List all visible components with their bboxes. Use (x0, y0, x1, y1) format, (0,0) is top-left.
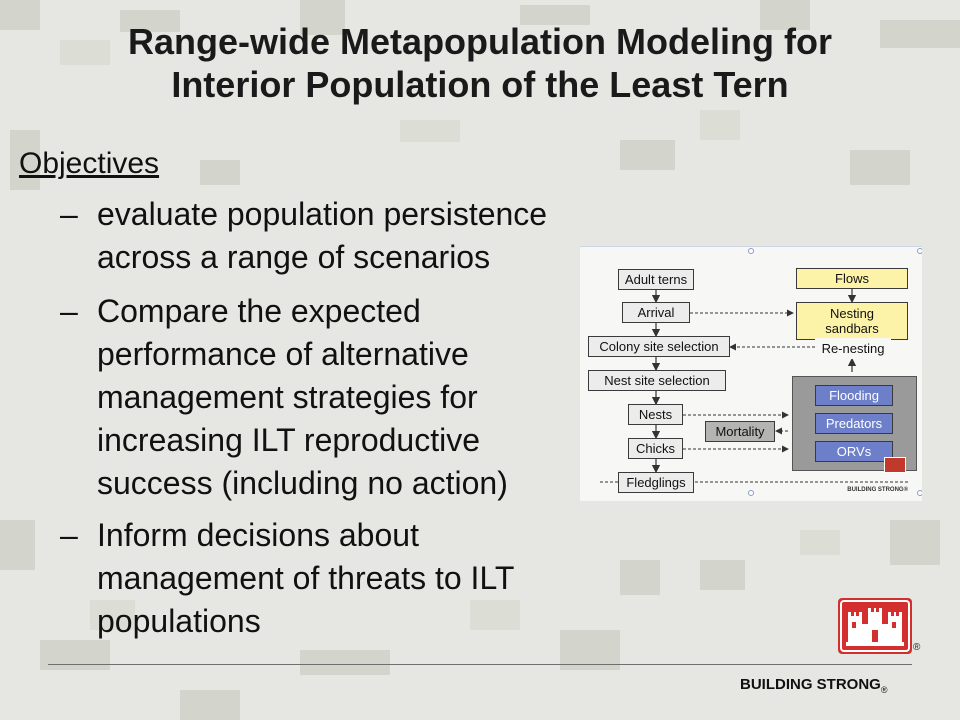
nesting-sandbars-node: Nesting sandbars (796, 302, 908, 340)
bullet-dash: – (60, 196, 78, 232)
fledglings-node: Fledglings (618, 472, 694, 493)
footer-registered-mark: ® (880, 685, 888, 695)
bullet-2-line-5: success (including no action) (97, 465, 508, 501)
bullet-2-line-1: Compare the expected (97, 293, 421, 329)
footer-building-strong: BUILDING STRONG® (740, 676, 887, 695)
bullet-1-line-2: across a range of scenarios (97, 239, 491, 275)
bullet-3-line-1: Inform decisions about (97, 517, 419, 553)
diagram-footer-text: BUILDING STRONG® (847, 487, 908, 493)
footer-divider (48, 664, 912, 665)
usace-castle-logo (838, 598, 912, 654)
adult-terns-node: Adult terns (618, 269, 694, 290)
slide-title: Range-wide Metapopulation Modeling for I… (0, 20, 960, 106)
logo-registered-mark: ® (913, 642, 921, 653)
bullet-3-line-3: populations (97, 603, 261, 639)
flooding-node: Flooding (815, 385, 893, 406)
footer-text: BUILDING STRONG (740, 676, 881, 693)
flows-node: Flows (796, 268, 908, 289)
tern-model-diagram: Adult terns Arrival Colony site selectio… (580, 246, 922, 501)
nests-node: Nests (628, 404, 683, 425)
nesting-sandbars-line-1: Nesting (829, 306, 875, 321)
predators-node: Predators (815, 413, 893, 434)
bullet-2-line-3: management strategies for (97, 379, 478, 415)
colony-site-selection-node: Colony site selection (588, 336, 730, 357)
orvs-node: ORVs (815, 441, 893, 462)
mini-usace-logo (884, 457, 906, 473)
bullet-2-line-4: increasing ILT reproductive (97, 422, 481, 458)
chicks-node: Chicks (628, 438, 683, 459)
objectives-heading: Objectives (19, 147, 160, 180)
mortality-node: Mortality (705, 421, 775, 442)
bullet-dash: – (60, 293, 78, 329)
bullet-2-line-2: performance of alternative (97, 336, 469, 372)
arrival-node: Arrival (622, 302, 690, 323)
title-line-1: Range-wide Metapopulation Modeling for (128, 21, 832, 62)
bullet-dash: – (60, 517, 78, 553)
re-nesting-node: Re-nesting (815, 338, 891, 359)
nesting-sandbars-line-2: sandbars (825, 321, 879, 336)
bullet-3-line-2: management of threats to ILT (97, 560, 515, 596)
bullet-1-line-1: evaluate population persistence (97, 196, 548, 232)
title-line-2: Interior Population of the Least Tern (171, 64, 789, 105)
nest-site-selection-node: Nest site selection (588, 370, 726, 391)
threats-group: Flooding Predators ORVs (792, 376, 917, 471)
